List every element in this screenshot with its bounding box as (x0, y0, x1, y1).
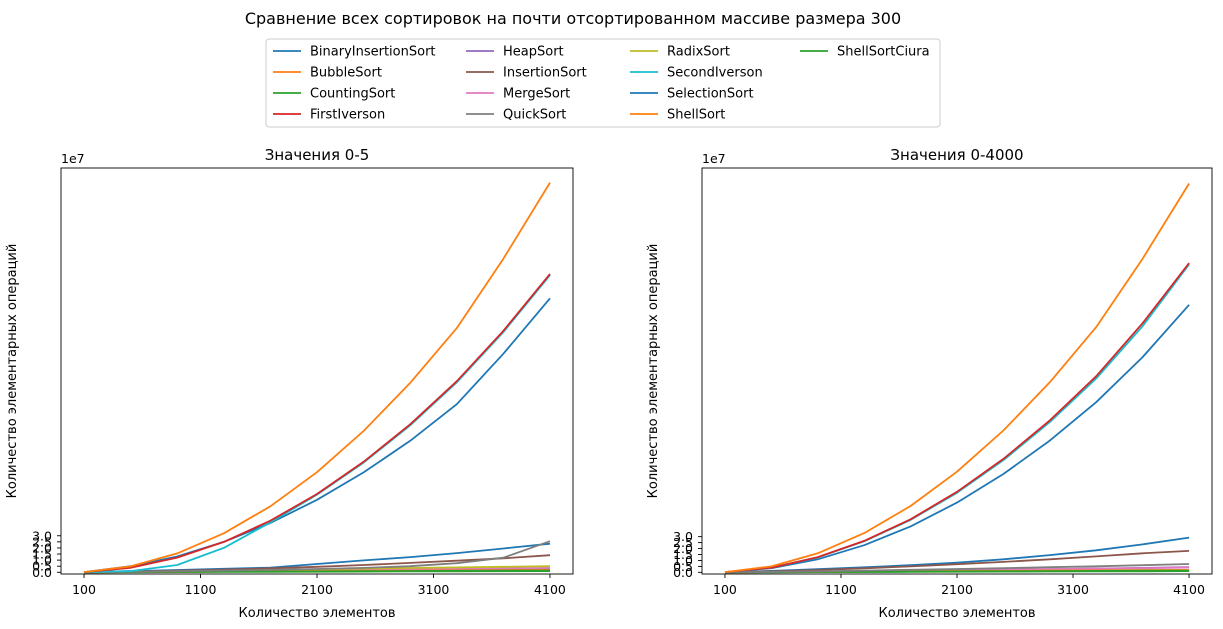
chart-left: Значения 0-5 1e7 100 1100 2100 3100 4100 0.00.5… (5, 146, 574, 621)
y-tick-label: 2.5 (32, 534, 52, 549)
y-axis-label: Количество элементарных операций (5, 244, 20, 499)
series-line-selectionsort (83, 297, 551, 573)
series-line-bubblesort (83, 182, 551, 573)
series-line-quicksort (83, 540, 551, 574)
y-offset-label: 1e7 (61, 151, 85, 166)
y-tick-label: 2.0 (32, 540, 52, 555)
x-tick-label: 2100 (301, 582, 333, 597)
series-line-insertionsort (724, 550, 1190, 574)
legend-label-firstiverson: FirstIverson (310, 108, 385, 123)
axes-title: Значения 0-4000 (890, 146, 1023, 164)
legend-label-insertionsort: InsertionSort (503, 66, 587, 81)
x-tick-label: 4100 (534, 582, 566, 597)
axes-frame (60, 167, 574, 575)
x-tick-label: 100 (72, 582, 96, 597)
y-tick-label: 1.0 (32, 553, 52, 568)
figure-title: Сравнение всех сортировок на почти отсор… (245, 9, 901, 28)
y-tick-label: 0.5 (673, 559, 693, 574)
series-line-secondiverson (724, 263, 1190, 573)
y-offset-label: 1e7 (702, 151, 726, 166)
legend-label-binaryinsertionsort: BinaryInsertionSort (310, 45, 436, 60)
x-tick-label: 3100 (418, 582, 450, 597)
series-line-firstiverson (724, 262, 1190, 573)
series-line-firstiverson (83, 273, 551, 573)
x-tick-label: 4100 (1173, 582, 1205, 597)
legend-label-shellsort: ShellSort (667, 108, 725, 123)
series-line-selectionsort (724, 304, 1190, 573)
y-tick-label: 3.0 (32, 528, 52, 543)
legend-label-heapsort: HeapSort (503, 45, 564, 60)
legend: BinaryInsertionSort BubbleSort CountingSor… (265, 38, 941, 128)
legend-label-shellsortciura: ShellSortCiura (837, 45, 930, 60)
y-tick-label: 1.0 (673, 553, 693, 568)
legend-label-selectionsort: SelectionSort (667, 87, 754, 102)
y-tick-label: 1.5 (673, 547, 693, 562)
legend-label-mergesort: MergeSort (503, 87, 570, 102)
x-tick-label: 3100 (1057, 582, 1089, 597)
x-tick-label: 1100 (185, 582, 217, 597)
x-tick-label: 1100 (825, 582, 857, 597)
y-axis-label: Количество элементарных операций (646, 244, 661, 499)
y-tick-label: 0.0 (32, 565, 52, 580)
axes-frame (701, 167, 1213, 575)
y-tick-label: 2.0 (673, 541, 693, 556)
legend-label-secondiverson: SecondIverson (667, 66, 763, 81)
y-tick-label: 0.0 (673, 565, 693, 580)
series-line-quicksort (724, 563, 1190, 574)
legend-label-radixsort: RadixSort (667, 45, 730, 60)
legend-frame (265, 38, 941, 128)
y-tick-label: 0.5 (32, 559, 52, 574)
y-tick-label: 3.0 (673, 529, 693, 544)
y-tick-label: 2.5 (673, 535, 693, 550)
chart-right: Значения 0-4000 1e7 100 1100 2100 3100 4100 0.0… (646, 146, 1213, 621)
legend-label-quicksort: QuickSort (503, 108, 566, 123)
legend-label-bubblesort: BubbleSort (310, 66, 382, 81)
x-axis-label: Количество элементов (878, 606, 1035, 621)
x-tick-label: 2100 (941, 582, 973, 597)
series-line-secondiverson (83, 274, 551, 574)
x-tick-label: 100 (713, 582, 737, 597)
legend-label-countingsort: CountingSort (310, 87, 395, 102)
y-tick-label: 1.5 (32, 547, 52, 562)
x-axis-label: Количество элементов (238, 606, 395, 621)
axes-title: Значения 0-5 (265, 146, 370, 164)
series-line-bubblesort (724, 183, 1190, 573)
